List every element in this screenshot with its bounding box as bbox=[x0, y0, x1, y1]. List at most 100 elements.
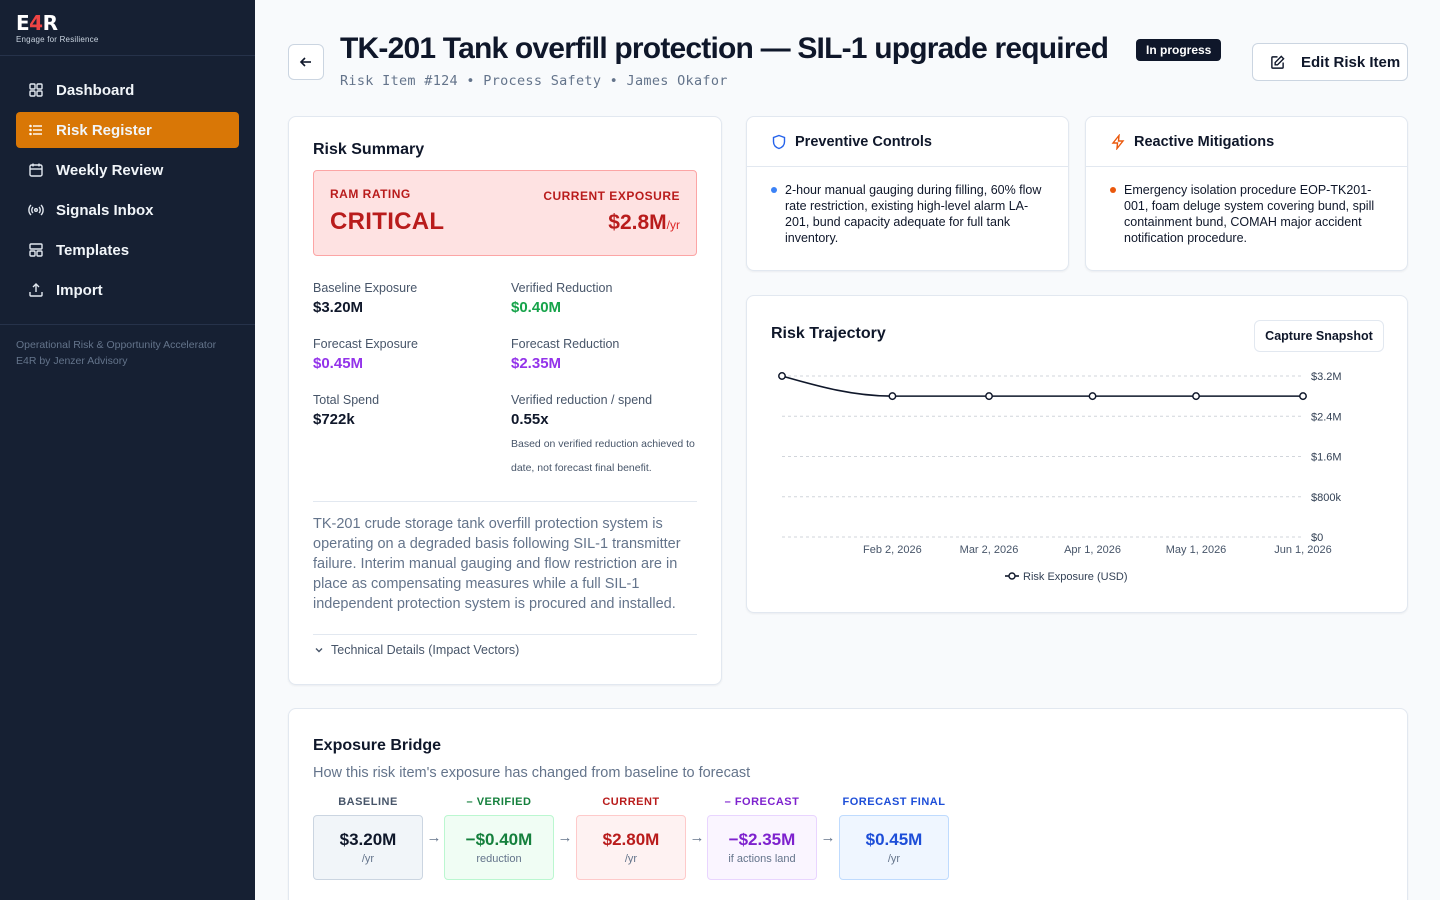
edit-button-label: Edit Risk Item bbox=[1301, 53, 1401, 71]
metric-forecast-exposure: Forecast Exposure $0.45M bbox=[313, 337, 418, 372]
metric-total-spend: Total Spend $722k bbox=[313, 393, 380, 428]
risk-trajectory-card: Risk Trajectory Capture Snapshot $0 $800k… bbox=[746, 295, 1408, 613]
risk-description: TK-201 crude storage tank overfill prote… bbox=[313, 516, 681, 612]
y-tick-label: $1.6M bbox=[1311, 452, 1342, 464]
data-point bbox=[1088, 392, 1097, 401]
risk-trajectory-chart: $0 $800k $1.6M $2.4M $3.2M Feb 2, 2026 Mar 2, … bbox=[778, 371, 1342, 583]
sidebar-item-risk-register[interactable]: Risk Register bbox=[16, 112, 239, 148]
shield-icon bbox=[772, 134, 786, 149]
edit-icon bbox=[1271, 54, 1285, 69]
preventive-controls-body: 2-hour manual gauging during filling, 60… bbox=[747, 167, 1068, 246]
bridge-step-verified: – VERIFIED −$0.40M reduction bbox=[444, 795, 554, 880]
arrow-left-icon bbox=[299, 57, 311, 67]
sidebar-item-signals-inbox[interactable]: Signals Inbox bbox=[16, 192, 239, 228]
list-icon bbox=[28, 122, 44, 138]
page-title: TK-201 Tank overfill protection — SIL-1 … bbox=[340, 32, 1109, 65]
sidebar-item-label: Risk Register bbox=[56, 121, 152, 139]
divider bbox=[313, 634, 697, 635]
ram-rating-label: RAM RATING bbox=[330, 187, 411, 201]
calendar-icon bbox=[28, 162, 44, 178]
bridge-arrow: → bbox=[426, 829, 442, 846]
sidebar-item-import[interactable]: Import bbox=[16, 272, 239, 308]
bridge-step-current: CURRENT $2.80M /yr bbox=[576, 795, 686, 880]
data-point bbox=[1299, 392, 1307, 401]
x-tick-label: Jun 1, 2026 bbox=[1274, 544, 1332, 556]
risk-summary-card: Risk Summary RAM RATING CRITICAL CURRENT… bbox=[288, 116, 722, 685]
brand-logo: E4R bbox=[16, 11, 58, 35]
bridge-arrow: → bbox=[689, 829, 705, 846]
brand-tagline: Engage for Resilience bbox=[16, 35, 99, 44]
bridge-arrow: → bbox=[820, 829, 836, 846]
y-tick-label: $0 bbox=[1311, 532, 1323, 544]
template-icon bbox=[28, 242, 44, 258]
capture-snapshot-button[interactable]: Capture Snapshot bbox=[1254, 320, 1384, 352]
reactive-mitigations-body: Emergency isolation procedure EOP-TK201-… bbox=[1086, 167, 1407, 246]
series-line bbox=[781, 375, 1303, 397]
x-tick-label: May 1, 2026 bbox=[1166, 544, 1227, 556]
lightning-icon bbox=[1111, 133, 1125, 150]
bullet bbox=[1110, 187, 1116, 193]
technical-details-label: Technical Details (Impact Vectors) bbox=[331, 643, 520, 657]
y-tick-label: $3.2M bbox=[1311, 371, 1342, 383]
ram-rating-value: CRITICAL bbox=[330, 208, 445, 235]
preventive-controls-title: Preventive Controls bbox=[795, 133, 932, 150]
brand[interactable]: E4R Engage for Resilience bbox=[0, 0, 255, 56]
signal-icon bbox=[28, 202, 44, 218]
sidebar-item-label: Import bbox=[56, 281, 103, 299]
bullet bbox=[771, 187, 777, 193]
reactive-mitigations-header: Reactive Mitigations bbox=[1086, 117, 1407, 167]
sidebar-item-dashboard[interactable]: Dashboard bbox=[16, 72, 239, 108]
reactive-mitigations-card: Reactive Mitigations Emergency isolation… bbox=[1085, 116, 1408, 271]
page-subtitle: Risk Item #124 • Process Safety • James … bbox=[340, 73, 728, 89]
footer-company: E4R by Jenzer Advisory bbox=[16, 355, 128, 367]
sidebar-item-label: Dashboard bbox=[56, 81, 135, 99]
reactive-mitigations-text: Emergency isolation procedure EOP-TK201-… bbox=[1124, 183, 1375, 245]
upload-icon bbox=[28, 282, 44, 298]
back-button[interactable] bbox=[288, 44, 324, 80]
reactive-mitigations-title: Reactive Mitigations bbox=[1134, 133, 1275, 150]
data-point bbox=[985, 392, 993, 401]
sidebar-nav: Dashboard Risk Register Weekly Review Si… bbox=[0, 56, 255, 308]
sidebar-item-label: Templates bbox=[56, 241, 130, 259]
metric-baseline-exposure: Baseline Exposure $3.20M bbox=[313, 281, 418, 316]
x-tick-label: Mar 2, 2026 bbox=[960, 544, 1019, 556]
sidebar-item-label: Signals Inbox bbox=[56, 201, 154, 219]
dashboard-icon bbox=[28, 82, 44, 98]
exposure-bridge-title: Exposure Bridge bbox=[313, 737, 442, 754]
bridge-step-forecast-final: FORECAST FINAL $0.45M /yr bbox=[839, 795, 949, 880]
metric-forecast-reduction: Forecast Reduction $2.35M bbox=[511, 337, 620, 372]
data-point bbox=[888, 392, 897, 401]
y-tick-label: $2.4M bbox=[1311, 411, 1342, 423]
bridge-step-forecast: – FORECAST −$2.35M if actions land bbox=[707, 795, 817, 880]
sidebar-item-weekly-review[interactable]: Weekly Review bbox=[16, 152, 239, 188]
x-tick-label: Feb 2, 2026 bbox=[863, 544, 922, 556]
sidebar: E4R Engage for Resilience Dashboard Risk… bbox=[0, 0, 255, 900]
chevron-down-icon bbox=[315, 648, 323, 653]
exposure-bridge-subtitle: How this risk item's exposure has change… bbox=[313, 765, 751, 781]
data-point bbox=[1192, 392, 1200, 401]
x-tick-label: Apr 1, 2026 bbox=[1064, 544, 1121, 556]
status-badge: In progress bbox=[1136, 39, 1222, 61]
preventive-controls-header: Preventive Controls bbox=[747, 117, 1068, 167]
metric-verified-reduction: Verified Reduction $0.40M bbox=[511, 281, 613, 316]
metric-reduction-per-spend: Verified reduction / spend 0.55x Based o… bbox=[511, 393, 701, 480]
sidebar-item-label: Weekly Review bbox=[56, 161, 164, 179]
y-tick-label: $800k bbox=[1311, 492, 1341, 504]
divider bbox=[313, 501, 697, 502]
bridge-step-baseline: BASELINE $3.20M /yr bbox=[313, 795, 423, 880]
ram-rating-panel: RAM RATING CRITICAL CURRENT EXPOSURE $2.… bbox=[313, 170, 697, 256]
footer-product-name: Operational Risk & Opportunity Accelerat… bbox=[16, 339, 217, 351]
risk-trajectory-title: Risk Trajectory bbox=[771, 325, 886, 342]
risk-summary-title: Risk Summary bbox=[313, 141, 425, 158]
exposure-bridge-card: Exposure Bridge How this risk item's exp… bbox=[288, 708, 1408, 900]
legend-label: Risk Exposure (USD) bbox=[1023, 571, 1128, 583]
technical-details-toggle[interactable]: Technical Details (Impact Vectors) bbox=[313, 643, 519, 657]
data-point bbox=[778, 372, 786, 380]
legend-marker bbox=[1008, 572, 1016, 580]
preventive-controls-text: 2-hour manual gauging during filling, 60… bbox=[785, 183, 1042, 245]
current-exposure-label: CURRENT EXPOSURE bbox=[543, 189, 680, 203]
sidebar-item-templates[interactable]: Templates bbox=[16, 232, 239, 268]
ratio-note: Based on verified reduction achieved to … bbox=[511, 438, 695, 474]
current-exposure-value: $2.8M/yr bbox=[608, 211, 680, 234]
edit-risk-item-button[interactable]: Edit Risk Item bbox=[1252, 43, 1408, 81]
